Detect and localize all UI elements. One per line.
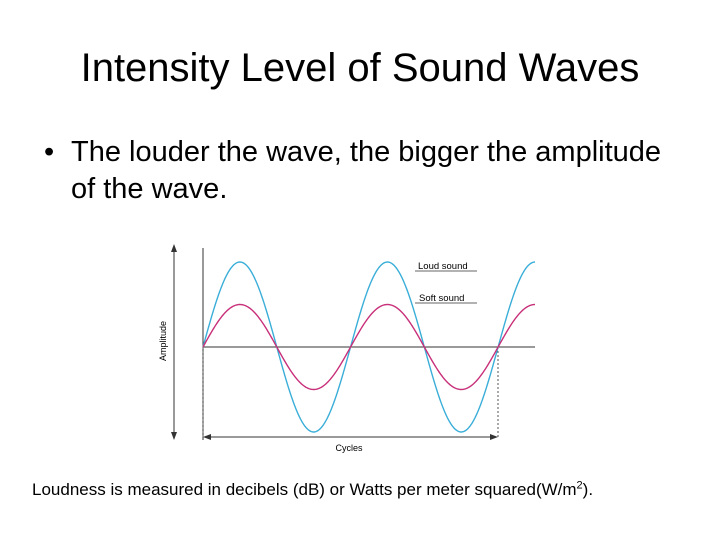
soft-sound-wave [202,303,536,391]
bullet-symbol: • [44,136,55,168]
footnote: Loudness is measured in decibels (dB) or… [32,479,712,501]
footnote-superscript: 2 [576,479,583,492]
x-axis-arrowhead-right [490,434,498,440]
footnote-text-3: ). [582,480,594,499]
bullet-text: The louder the wave, the bigger the ampl… [71,136,662,205]
bullet-item: • The louder the wave, the bigger the am… [44,134,664,208]
footnote-text-1: Loudness is measured in decibels (d [32,480,308,499]
x-axis-arrowhead-left [203,434,211,440]
footnote-text-2: B) or Watts per meter squared(W/m [307,480,577,499]
y-axis-arrowhead-bottom [171,432,177,440]
sound-wave-diagram: Amplitude Loud sound Soft sound Cycles [158,244,536,453]
y-axis-label: Amplitude [158,321,168,361]
x-axis-label: Cycles [335,443,363,453]
y-axis-arrowhead-top [171,244,177,252]
loud-sound-wave [202,261,536,433]
soft-sound-label: Soft sound [419,293,464,304]
loud-sound-label: Loud sound [418,261,468,272]
slide-title: Intensity Level of Sound Waves [80,46,640,90]
